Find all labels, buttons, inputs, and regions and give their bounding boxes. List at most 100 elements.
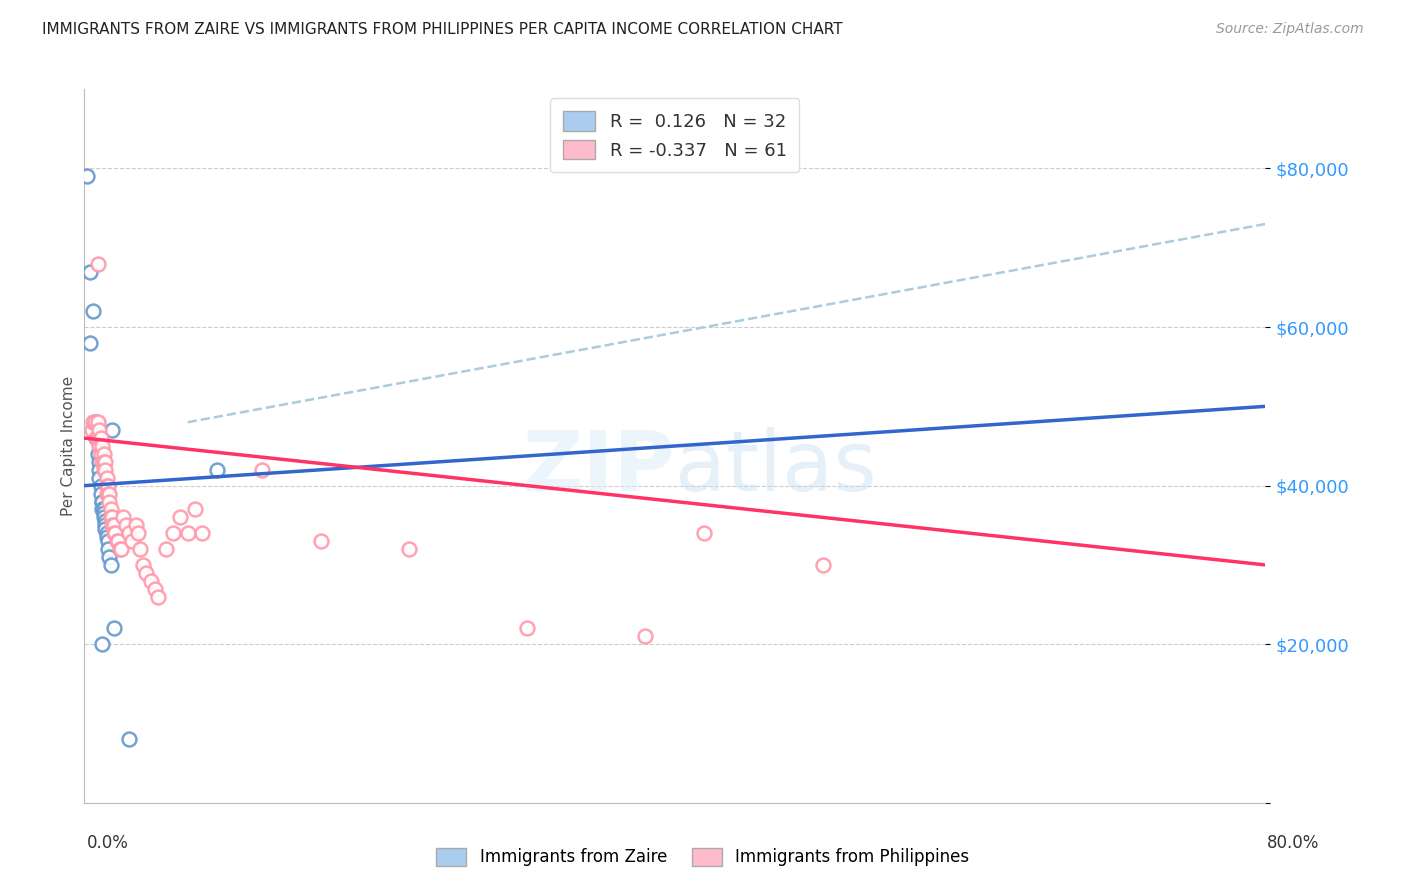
Point	[100, 502, 122, 516]
Point	[97, 542, 120, 557]
Point	[91, 494, 114, 508]
Point	[80, 423, 103, 437]
Point	[107, 534, 129, 549]
Point	[96, 486, 118, 500]
Point	[693, 526, 716, 541]
Point	[169, 510, 191, 524]
Point	[97, 478, 120, 492]
Text: IMMIGRANTS FROM ZAIRE VS IMMIGRANTS FROM PHILIPPINES PER CAPITA INCOME CORRELATI: IMMIGRANTS FROM ZAIRE VS IMMIGRANTS FROM…	[42, 22, 842, 37]
Point	[111, 510, 134, 524]
Point	[90, 478, 112, 492]
Point	[87, 471, 111, 485]
Point	[87, 455, 111, 469]
Point	[118, 732, 141, 747]
Point	[91, 455, 114, 469]
Point	[162, 526, 184, 541]
Point	[309, 534, 332, 549]
Point	[191, 526, 214, 541]
Point	[91, 637, 114, 651]
Point	[132, 558, 155, 572]
Point	[91, 439, 114, 453]
Point	[94, 463, 117, 477]
Text: 80.0%: 80.0%	[1267, 834, 1319, 852]
Point	[90, 431, 112, 445]
Text: atlas: atlas	[675, 427, 876, 508]
Point	[94, 522, 117, 536]
Point	[516, 621, 538, 635]
Point	[177, 526, 200, 541]
Point	[82, 415, 104, 429]
Point	[93, 502, 115, 516]
Point	[79, 264, 101, 278]
Point	[98, 486, 121, 500]
Point	[811, 558, 834, 572]
Point	[101, 518, 124, 533]
Point	[96, 530, 118, 544]
Point	[86, 257, 108, 271]
Point	[121, 534, 143, 549]
Point	[91, 502, 114, 516]
Point	[76, 169, 98, 184]
Point	[105, 534, 128, 549]
Point	[79, 335, 101, 350]
Point	[93, 455, 115, 469]
Text: Source: ZipAtlas.com: Source: ZipAtlas.com	[1216, 22, 1364, 37]
Point	[84, 431, 107, 445]
Point	[125, 518, 148, 533]
Point	[83, 415, 105, 429]
Point	[97, 534, 120, 549]
Point	[103, 526, 125, 541]
Point	[250, 463, 273, 477]
Text: 0.0%: 0.0%	[87, 834, 129, 852]
Point	[148, 590, 170, 604]
Point	[93, 510, 115, 524]
Point	[101, 510, 124, 524]
Point	[93, 463, 115, 477]
Point	[94, 455, 117, 469]
Point	[118, 526, 141, 541]
Point	[93, 447, 115, 461]
Point	[101, 423, 124, 437]
Point	[634, 629, 657, 643]
Point	[87, 439, 111, 453]
Point	[96, 471, 118, 485]
Point	[91, 494, 114, 508]
Point	[84, 431, 107, 445]
Point	[84, 415, 107, 429]
Point	[98, 549, 121, 564]
Point	[143, 582, 166, 596]
Point	[104, 526, 127, 541]
Point	[86, 415, 108, 429]
Point	[205, 463, 228, 477]
Point	[90, 486, 112, 500]
Point	[93, 507, 115, 521]
Point	[155, 542, 177, 557]
Point	[98, 494, 121, 508]
Point	[87, 423, 111, 437]
Point	[100, 558, 122, 572]
Point	[103, 518, 125, 533]
Point	[139, 574, 162, 588]
Point	[96, 526, 118, 541]
Point	[184, 502, 207, 516]
Point	[86, 431, 108, 445]
Point	[100, 510, 122, 524]
Text: ZIP: ZIP	[523, 427, 675, 508]
Point	[90, 447, 112, 461]
Point	[129, 542, 152, 557]
Legend: Immigrants from Zaire, Immigrants from Philippines: Immigrants from Zaire, Immigrants from P…	[427, 839, 979, 875]
Point	[94, 514, 117, 528]
Point	[108, 542, 131, 557]
Point	[94, 518, 117, 533]
Point	[110, 542, 132, 557]
Point	[82, 304, 104, 318]
Point	[87, 463, 111, 477]
Point	[96, 478, 118, 492]
Point	[398, 542, 420, 557]
Point	[86, 447, 108, 461]
Point	[135, 566, 157, 580]
Point	[127, 526, 149, 541]
Point	[114, 518, 136, 533]
Legend: R =  0.126   N = 32, R = -0.337   N = 61: R = 0.126 N = 32, R = -0.337 N = 61	[550, 98, 800, 172]
Point	[97, 486, 120, 500]
